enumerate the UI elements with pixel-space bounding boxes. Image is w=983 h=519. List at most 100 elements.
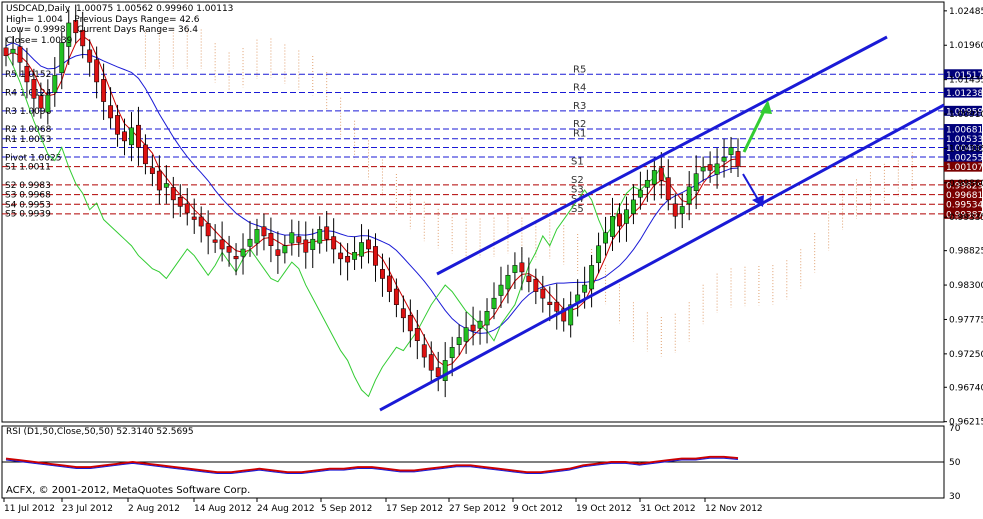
candle-up (129, 127, 134, 146)
candle-down (407, 314, 413, 332)
candle-up (254, 229, 260, 244)
y-tick-label: 0.97250 (949, 350, 983, 360)
pivot-label-left: S1 1.0011 (5, 162, 51, 172)
rsi-tick-label: 50 (949, 458, 961, 468)
candle-up (449, 347, 455, 359)
candle-down (80, 29, 86, 47)
candle-up (240, 248, 246, 257)
candle-up (463, 327, 469, 342)
y-tick-label: 0.99860 (949, 179, 983, 189)
price-tag-label: 1.00255 (946, 153, 983, 163)
x-tick-label: 17 Sep 2012 (386, 504, 443, 514)
pivot-label-left: S4 0.9953 (5, 200, 51, 210)
x-tick-label: 2 Aug 2012 (128, 504, 180, 514)
candle-up (52, 75, 58, 93)
candle-up (610, 216, 615, 237)
candle-up (693, 173, 699, 191)
candle-down (540, 288, 546, 299)
candle-up (714, 163, 720, 175)
candle-down (87, 49, 93, 63)
price-axis: 1.02485 1.01960 1.01435 1.00910 1.00385 0.998… (944, 7, 983, 428)
candle-down (707, 164, 713, 171)
price-tag-label: 0.99829 (946, 181, 983, 191)
pivot-label-left: R2 1.0068 (5, 125, 52, 135)
candle-up (728, 147, 734, 155)
y-tick-label: 1.01960 (949, 41, 983, 51)
price-tag-box (944, 142, 982, 153)
price-tag-box (944, 151, 982, 162)
candle-down (470, 324, 476, 332)
candle-up (596, 245, 602, 264)
price-tag-box (944, 208, 982, 219)
chart-info: USDCAD,Daily 1.00075 1.00562 0.99960 1.0… (6, 4, 233, 46)
candle-down (617, 213, 622, 227)
y-tick-label: 0.97775 (949, 315, 983, 325)
candle-up (686, 186, 692, 205)
ma-blue-line (5, 42, 739, 334)
close-line: Close= 1.0039 (6, 35, 73, 46)
candle-up (10, 48, 16, 54)
candle-up (45, 94, 51, 113)
price-tag-label: 1.00681 (946, 126, 983, 136)
candle-up (568, 304, 574, 326)
candle-down (547, 301, 553, 305)
pivot-name-right: R1 (573, 129, 586, 140)
candle-down (115, 115, 120, 135)
price-tag-label: 0.99387 (946, 210, 983, 220)
candle-down (184, 203, 190, 214)
candle-down (526, 275, 532, 283)
channel-upper (436, 35, 888, 276)
candle-up (352, 252, 358, 260)
candle-down (149, 167, 155, 174)
y-tick-label: 0.99335 (949, 213, 983, 223)
candle-up (498, 284, 504, 296)
candle-up (66, 22, 72, 47)
y-tick-label: 0.98300 (949, 281, 983, 291)
candle-up (679, 206, 685, 214)
candle-down (665, 177, 671, 201)
candle-down (108, 105, 114, 119)
pivot-name-right: S2 (571, 175, 584, 186)
ma-red-line (5, 35, 739, 367)
price-tag-label: 1.00533 (946, 135, 983, 145)
price-tag-box (944, 199, 982, 210)
pivot-label-left: S2 0.9983 (5, 181, 51, 191)
pivot-name-right: S5 (571, 204, 584, 215)
x-tick-label: 5 Sep 2012 (321, 504, 372, 514)
channel-lower (379, 103, 945, 412)
candle-up (477, 320, 483, 329)
candle-up (505, 274, 511, 290)
candle-up (491, 297, 497, 309)
candle-down (561, 308, 567, 322)
candle-down (3, 47, 9, 56)
candle-down (94, 59, 100, 83)
candle-up (644, 179, 650, 188)
candle-down (268, 233, 274, 246)
x-tick-label: 14 Aug 2012 (194, 504, 252, 514)
pivot-label-left: S3 0.9968 (5, 191, 51, 201)
candle-down (658, 167, 664, 181)
candle-down (275, 249, 281, 256)
candle-down (373, 246, 378, 266)
trend-channel (379, 35, 945, 412)
x-tick-label: 24 Aug 2012 (257, 504, 315, 514)
candle-up (317, 229, 323, 244)
price-tag-box (944, 87, 982, 98)
candle-down (554, 301, 560, 312)
x-tick-label: 23 Jul 2012 (62, 504, 113, 514)
candle-up (456, 337, 462, 345)
candle-down (219, 239, 225, 250)
candle-down (324, 226, 330, 240)
candle-down (170, 187, 176, 201)
candle-up (359, 242, 364, 257)
pivot-label-left: S5 0.9939 (5, 210, 51, 220)
rsi-pane: 70 50 30 (2, 424, 961, 502)
rsi-signal-line (5, 457, 739, 475)
candle-down (142, 144, 148, 165)
price-tag-box (944, 179, 982, 190)
candle-up (700, 166, 706, 172)
candle-down (672, 203, 678, 217)
y-tick-label: 0.96215 (949, 418, 983, 428)
price-tag-box (944, 133, 982, 144)
